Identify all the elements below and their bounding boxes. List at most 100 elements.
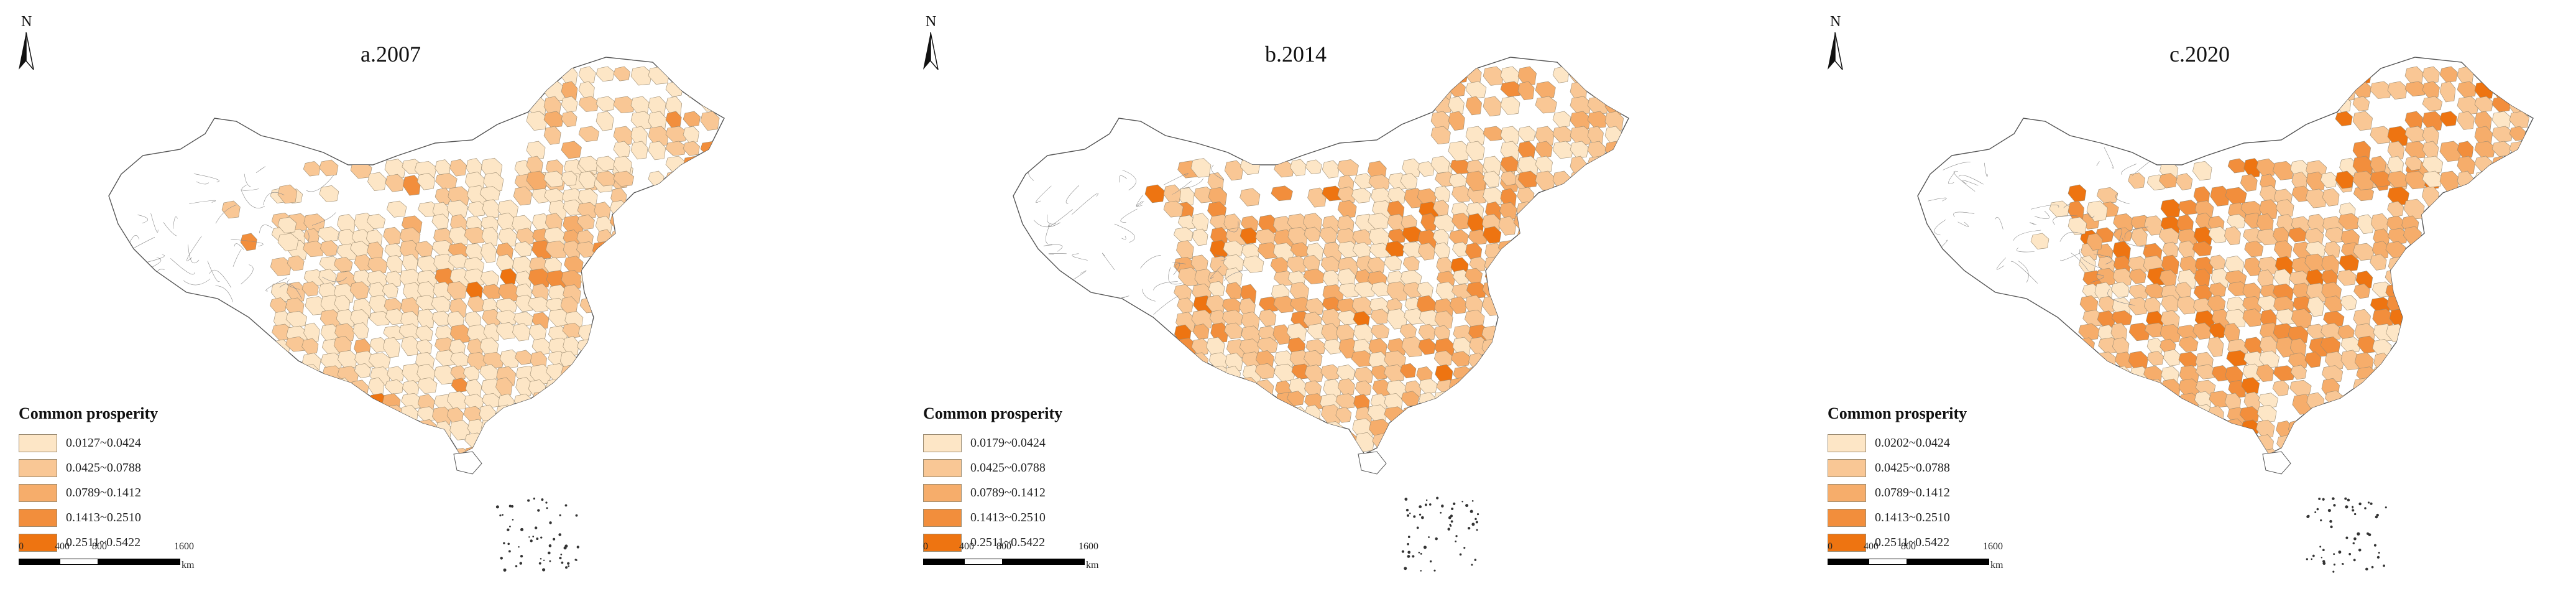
island-dot <box>1419 513 1422 516</box>
map-region <box>1500 81 1522 97</box>
map-region <box>2457 81 2477 98</box>
map-region <box>2356 434 2373 452</box>
map-region <box>2208 226 2228 244</box>
region-border <box>1996 258 2006 270</box>
map-region <box>1483 421 1502 437</box>
map-region <box>2242 309 2263 327</box>
map-region <box>2369 432 2392 451</box>
scale-tick: 400 <box>55 541 70 552</box>
map-region <box>2340 449 2362 454</box>
island-dot <box>519 562 523 565</box>
map-region <box>516 228 535 245</box>
map-region <box>495 298 518 314</box>
map-region <box>402 175 421 196</box>
map-region <box>1451 212 1470 230</box>
island-dot <box>1471 500 1474 502</box>
island-dot <box>2333 504 2336 507</box>
region-border <box>2013 230 2041 241</box>
map-region <box>2288 352 2309 370</box>
scale-segment <box>1828 559 1869 565</box>
north-arrow-icon <box>1828 32 1843 70</box>
map-region <box>2387 81 2408 100</box>
map-region <box>1177 215 1197 230</box>
map-region <box>333 257 353 272</box>
scale-segment <box>98 559 180 565</box>
map-region <box>2324 351 2345 370</box>
map-region <box>320 240 338 257</box>
map-region <box>630 66 652 86</box>
map-region <box>285 418 306 439</box>
region-border <box>1047 209 1073 227</box>
map-region <box>1338 378 1355 396</box>
region-border <box>263 192 285 205</box>
map-region <box>2305 434 2322 454</box>
region-border <box>311 212 336 226</box>
map-region <box>2390 393 2408 409</box>
island-dot <box>1407 551 1411 554</box>
island-dot <box>1475 521 1478 524</box>
map-region <box>416 309 435 329</box>
island-dot <box>545 501 548 504</box>
map-region <box>610 229 632 245</box>
map-region <box>385 174 405 192</box>
map-region <box>1352 229 1373 246</box>
map-region <box>2308 406 2330 424</box>
island-dot <box>1407 542 1409 546</box>
map-region <box>2352 66 2372 85</box>
map-region <box>1570 111 1591 131</box>
map-region <box>2422 66 2440 84</box>
map-region <box>2389 432 2411 449</box>
map-region <box>2419 284 2440 303</box>
map-title: b.2014 <box>1265 42 1327 67</box>
map-region <box>418 447 440 454</box>
region-border <box>1943 162 1971 170</box>
map-region <box>532 391 553 412</box>
map-region <box>2338 213 2360 230</box>
legend-item: 0.0789~0.1412 <box>1828 480 1967 505</box>
map-region <box>1500 322 1519 338</box>
map-region <box>2388 228 2408 244</box>
map-region <box>665 96 683 118</box>
map-region <box>270 431 292 449</box>
island-dot <box>1440 511 1442 514</box>
island-dot <box>2306 558 2308 560</box>
map-region <box>2240 174 2258 192</box>
region-border <box>1047 214 1057 225</box>
map-region <box>596 445 614 454</box>
map-region <box>2192 241 2212 257</box>
map-region <box>596 96 615 111</box>
map-region <box>1303 213 1323 233</box>
map-region <box>465 243 484 261</box>
map-region <box>596 66 615 82</box>
map-region <box>2335 66 2358 85</box>
map-region <box>2146 351 2164 366</box>
map-region <box>578 126 600 142</box>
island-dot <box>515 565 518 567</box>
region-border <box>1168 267 1182 285</box>
map-region <box>2340 337 2361 353</box>
map-region <box>2178 351 2198 368</box>
legend-label: 0.1413~0.2510 <box>970 510 1046 524</box>
map-region <box>1335 448 1355 454</box>
map-region <box>1419 378 1438 394</box>
map-region <box>2340 350 2360 371</box>
map-region <box>2387 407 2410 425</box>
map-region <box>2163 432 2184 449</box>
map-region <box>1194 366 1213 386</box>
map-region <box>1465 170 1486 192</box>
map-region <box>2457 141 2474 159</box>
north-arrow: N <box>922 14 947 70</box>
map-region <box>1499 365 1519 385</box>
map-region <box>2290 365 2307 380</box>
map-region <box>1272 446 1291 454</box>
island-dot <box>1450 524 1452 527</box>
map-region <box>2175 405 2196 422</box>
south-china-sea-islands <box>1358 451 1479 572</box>
map-region <box>2207 336 2224 358</box>
map-region <box>2337 432 2355 449</box>
legend-swatch <box>1828 533 1866 552</box>
map-region <box>1517 255 1534 272</box>
map-region <box>387 200 407 218</box>
map-region <box>1500 170 1517 186</box>
scale-segment <box>1003 559 1085 565</box>
